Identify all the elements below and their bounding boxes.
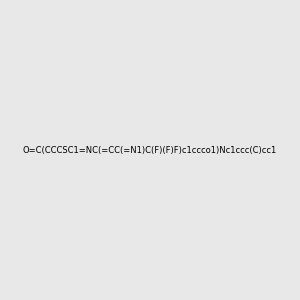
Text: O=C(CCCSC1=NC(=CC(=N1)C(F)(F)F)c1ccco1)Nc1ccc(C)cc1: O=C(CCCSC1=NC(=CC(=N1)C(F)(F)F)c1ccco1)N… <box>23 146 277 154</box>
